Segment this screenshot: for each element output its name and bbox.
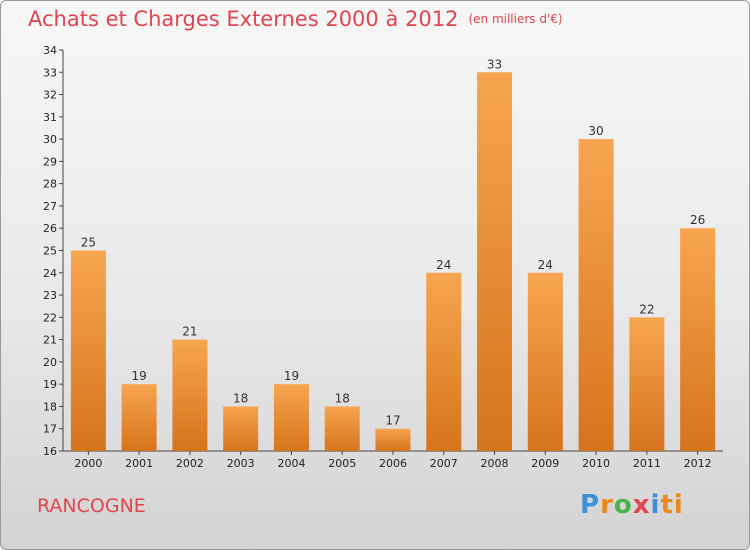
y-tick-label: 31 (43, 111, 57, 124)
logo-letter: r (600, 490, 614, 520)
x-tick-label: 2001 (125, 457, 153, 470)
y-tick-label: 34 (43, 44, 57, 57)
bar-value-label: 24 (436, 258, 451, 272)
y-tick-label: 30 (43, 133, 57, 146)
x-tick-label: 2005 (328, 457, 356, 470)
bar-2001 (121, 384, 157, 451)
y-tick-label: 28 (43, 178, 57, 191)
bar-value-label: 21 (182, 325, 197, 339)
bar-2008 (477, 72, 513, 452)
x-tick-label: 2010 (582, 457, 610, 470)
logo-letter: x (632, 490, 651, 520)
x-tick-label: 2002 (176, 457, 204, 470)
x-tick-label: 2004 (277, 457, 305, 470)
y-tick-label: 24 (43, 267, 57, 280)
y-tick-label: 32 (43, 89, 57, 102)
y-tick-label: 18 (43, 400, 57, 413)
bar-value-label: 19 (132, 369, 147, 383)
y-tick-label: 23 (43, 289, 57, 302)
bar-2010 (578, 139, 614, 451)
bar-2009 (527, 272, 563, 451)
bar-value-label: 30 (588, 124, 603, 138)
logo-letter: P (580, 490, 601, 520)
logo-letter: ti (660, 490, 684, 520)
y-tick-label: 33 (43, 66, 57, 79)
chart-title: Achats et Charges Externes 2000 à 2012 (e… (28, 7, 563, 31)
bar-2011 (629, 317, 665, 451)
y-tick-label: 25 (43, 245, 57, 258)
bar-value-label: 18 (335, 391, 350, 405)
bar-value-label: 22 (639, 302, 654, 316)
logo-letter: i (650, 490, 661, 520)
proxiti-logo: Proxiti (580, 490, 684, 520)
x-tick-label: 2009 (531, 457, 559, 470)
y-tick-label: 22 (43, 311, 57, 324)
y-tick-label: 16 (43, 445, 57, 458)
bar-2003 (223, 406, 259, 451)
x-tick-label: 2006 (379, 457, 407, 470)
y-tick-label: 20 (43, 356, 57, 369)
bar-value-label: 26 (690, 213, 705, 227)
bars: 25 19 21 18 19 18 17 24 33 24 30 22 26 (70, 57, 716, 452)
y-tick-label: 19 (43, 378, 57, 391)
chart-title-text: Achats et Charges Externes 2000 à 2012 (28, 7, 459, 31)
y-tick-label: 27 (43, 200, 57, 213)
bar-value-label: 19 (284, 369, 299, 383)
y-tick-label: 26 (43, 222, 57, 235)
bar-2002 (172, 339, 208, 451)
bar-value-label: 25 (81, 236, 96, 250)
axes: 16 17 18 19 20 21 22 23 24 25 26 27 28 29 30 31 32 33 34 20… (43, 44, 723, 470)
x-tick-label: 2003 (227, 457, 255, 470)
x-tick-label: 2000 (74, 457, 102, 470)
chart-unit: (en milliers d'€) (468, 12, 563, 26)
bar-2005 (324, 406, 360, 451)
bar-value-label: 33 (487, 57, 502, 71)
bar-2012 (680, 228, 716, 451)
bar-2007 (426, 272, 462, 451)
bar-value-label: 18 (233, 391, 248, 405)
bar-2000 (70, 250, 106, 451)
x-tick-label: 2011 (633, 457, 661, 470)
y-tick-label: 29 (43, 155, 57, 168)
logo-letter: o (613, 490, 633, 520)
bar-value-label: 17 (385, 414, 400, 428)
y-tick-label: 17 (43, 423, 57, 436)
y-tick-label: 21 (43, 334, 57, 347)
x-tick-label: 2008 (481, 457, 509, 470)
bar-2006 (375, 428, 411, 451)
commune-name: RANCOGNE (37, 495, 146, 517)
x-tick-label: 2012 (684, 457, 712, 470)
x-tick-label: 2007 (430, 457, 458, 470)
bar-value-label: 24 (538, 258, 553, 272)
bar-2004 (273, 384, 309, 451)
